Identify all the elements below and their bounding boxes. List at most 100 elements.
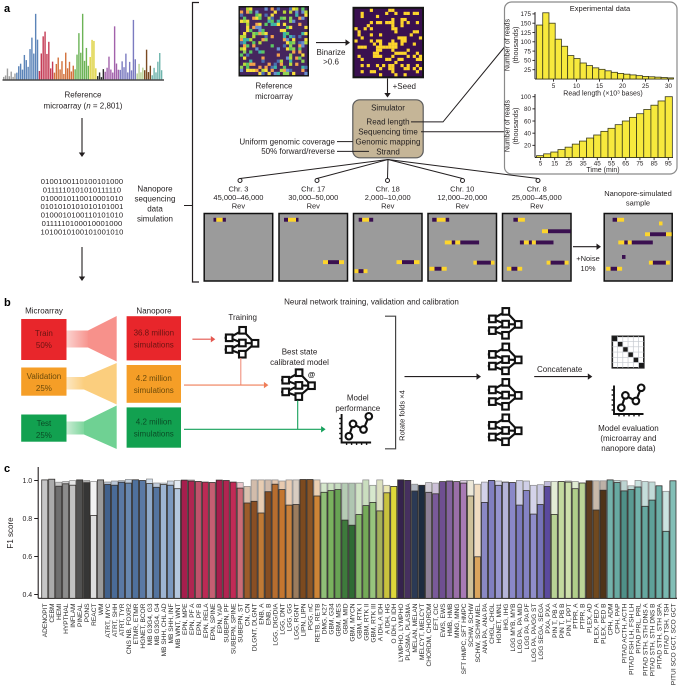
svg-text:GBM, MID: GBM, MID (342, 603, 349, 634)
svg-text:PLEX, PED A: PLEX, PED A (594, 603, 601, 644)
svg-text:GBM, G34: GBM, G34 (328, 603, 335, 634)
svg-text:Binarize: Binarize (317, 48, 346, 57)
svg-text:Reference: Reference (256, 82, 293, 91)
svg-text:ADENOPIT: ADENOPIT (42, 604, 49, 638)
svg-text:PITAD ACTH, ACTH: PITAD ACTH, ACTH (622, 603, 629, 663)
svg-text:ATRT, SHH: ATRT, SHH (112, 603, 119, 637)
svg-text:45: 45 (594, 161, 602, 168)
svg-text:DMG, K27: DMG, K27 (322, 603, 329, 634)
svg-text:LGG PA, PA MID: LGG PA, PA MID (517, 603, 524, 653)
svg-text:PXA, PXA: PXA, PXA (545, 603, 552, 634)
svg-text:Chr. 18: Chr. 18 (376, 185, 400, 194)
svg-text:CEBM: CEBM (49, 604, 56, 623)
svg-text:+Seed: +Seed (393, 82, 416, 91)
svg-text:95: 95 (665, 161, 673, 168)
svg-text:15: 15 (596, 83, 604, 90)
svg-text:175: 175 (520, 11, 531, 18)
svg-text:EPN, PF B: EPN, PF B (196, 603, 203, 635)
svg-text:2,000–10,000: 2,000–10,000 (365, 193, 411, 202)
svg-text:25: 25 (642, 83, 650, 90)
svg-text:simulations: simulations (134, 341, 174, 350)
svg-text:CNS NB, FOXR2: CNS NB, FOXR2 (126, 603, 133, 654)
svg-text:EPN, RELA: EPN, RELA (203, 603, 210, 638)
svg-text:75: 75 (524, 48, 532, 55)
svg-text:10: 10 (573, 83, 581, 90)
svg-text:WM: WM (98, 604, 105, 616)
svg-text:data: data (147, 205, 163, 214)
svg-text:25: 25 (565, 161, 573, 168)
svg-text:MB G3G4, G3: MB G3G4, G3 (147, 603, 154, 645)
svg-text:Validation: Validation (27, 372, 62, 381)
svg-text:Best state: Best state (282, 348, 318, 357)
svg-text:PLEX, PED B: PLEX, PED B (601, 603, 608, 644)
svg-text:30,000–50,000: 30,000–50,000 (288, 193, 338, 202)
svg-text:Rev: Rev (530, 202, 544, 211)
svg-text:Genomic mapping: Genomic mapping (356, 138, 421, 147)
svg-text:CPH, PAP: CPH, PAP (615, 603, 622, 634)
svg-text:Read length: Read length (366, 118, 409, 127)
svg-text:40: 40 (524, 130, 532, 137)
svg-text:Rev: Rev (381, 202, 395, 211)
svg-text:+Noise: +Noise (576, 254, 600, 263)
svg-text:SCHW, SCHW MEL: SCHW, SCHW MEL (475, 603, 482, 662)
svg-text:0111110100010001000: 0111110100010001000 (42, 219, 123, 228)
svg-text:PITAD PRL, PRL: PITAD PRL, PRL (636, 603, 643, 653)
svg-text:EPN, MPE: EPN, MPE (182, 603, 189, 635)
svg-text:PITAD FSH LH, FSH LH: PITAD FSH LH, FSH LH (629, 603, 636, 675)
svg-text:125: 125 (520, 30, 531, 37)
svg-text:Nanopore: Nanopore (137, 185, 173, 194)
svg-text:EWS, EWS: EWS, EWS (440, 603, 447, 637)
svg-text:0100100110100101000: 0100100110100101000 (41, 177, 124, 186)
svg-text:EPN, YAP: EPN, YAP (217, 603, 224, 633)
svg-text:A IDH, HG: A IDH, HG (384, 604, 391, 635)
svg-text:80: 80 (524, 106, 532, 113)
svg-text:HMB, HMB: HMB, HMB (447, 603, 454, 637)
svg-text:Chr. 3: Chr. 3 (228, 185, 248, 194)
svg-text:GBM, RTK III: GBM, RTK III (370, 603, 377, 642)
svg-text:IHG, IHG: IHG, IHG (503, 604, 510, 631)
svg-text:LGG, GG: LGG, GG (287, 604, 294, 632)
svg-text:performance: performance (335, 404, 380, 413)
svg-text:PLASMA, PLASMA: PLASMA, PLASMA (405, 603, 412, 661)
svg-text:150: 150 (520, 21, 531, 28)
svg-text:Time (min): Time (min) (586, 167, 619, 174)
svg-text:5: 5 (552, 83, 556, 90)
svg-text:MELCYT, MELCYT: MELCYT, MELCYT (419, 604, 426, 660)
svg-text:@: @ (308, 370, 315, 379)
svg-text:SCHW, SCHW: SCHW, SCHW (468, 603, 475, 647)
svg-text:0.4: 0.4 (22, 592, 32, 599)
svg-text:GBM, RTK II: GBM, RTK II (363, 603, 370, 640)
svg-text:A IDH, A IDH: A IDH, A IDH (377, 603, 384, 641)
svg-text:25%: 25% (36, 384, 52, 393)
svg-text:Rev: Rev (307, 202, 321, 211)
svg-text:Experimental data: Experimental data (570, 4, 631, 13)
svg-text:15: 15 (551, 161, 559, 168)
svg-text:Model: Model (347, 394, 369, 403)
svg-text:10%: 10% (580, 264, 595, 273)
svg-text:Number of reads: Number of reads (505, 18, 512, 71)
svg-text:60: 60 (524, 118, 532, 125)
svg-text:PITAD STH, STH DNS B: PITAD STH, STH DNS B (650, 603, 657, 676)
svg-text:EPN, PF A: EPN, PF A (189, 603, 196, 635)
svg-text:Microarray: Microarray (25, 307, 63, 316)
svg-text:Chr. 10: Chr. 10 (450, 185, 474, 194)
svg-text:20: 20 (619, 83, 627, 90)
svg-text:0.6: 0.6 (22, 554, 32, 561)
svg-text:SUBEPN, PF: SUBEPN, PF (224, 604, 231, 643)
svg-text:c: c (4, 463, 10, 475)
svg-text:MB G3G4, G4: MB G3G4, G4 (154, 603, 161, 645)
svg-text:LIPN, LIPN: LIPN, LIPN (301, 603, 308, 636)
svg-text:>0.6: >0.6 (323, 58, 339, 67)
svg-text:Test: Test (37, 419, 52, 428)
svg-text:INFLAM: INFLAM (70, 604, 77, 628)
svg-text:65: 65 (622, 161, 630, 168)
svg-text:55: 55 (608, 161, 616, 168)
svg-text:RETB, RETB: RETB, RETB (315, 603, 322, 642)
svg-text:GBM, MES: GBM, MES (335, 603, 342, 637)
svg-text:Sequencing time: Sequencing time (358, 128, 418, 137)
svg-text:MB SHH, CHL AD: MB SHH, CHL AD (161, 603, 168, 656)
svg-text:Rev: Rev (456, 202, 470, 211)
svg-text:nanopore data): nanopore data) (601, 444, 656, 453)
svg-text:PITAD STH, STH SPA: PITAD STH, STH SPA (657, 603, 664, 669)
svg-text:PITAD TSH, TSH: PITAD TSH, TSH (664, 603, 671, 654)
